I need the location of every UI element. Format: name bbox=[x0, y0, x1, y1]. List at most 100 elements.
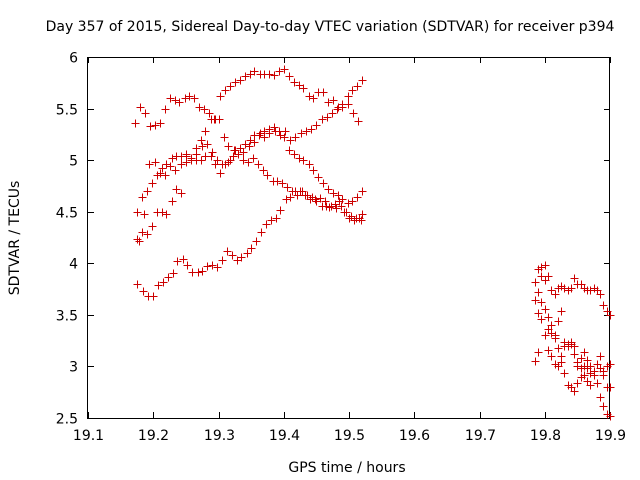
data-point bbox=[259, 166, 268, 175]
data-point bbox=[305, 160, 314, 169]
data-point bbox=[182, 150, 191, 159]
data-point bbox=[187, 154, 196, 163]
data-point bbox=[321, 197, 330, 206]
data-point bbox=[599, 301, 608, 310]
data-point bbox=[224, 158, 233, 167]
data-point bbox=[280, 133, 289, 142]
data-point bbox=[203, 262, 212, 271]
series-arc-lower bbox=[133, 187, 367, 301]
data-point bbox=[159, 278, 168, 287]
data-point bbox=[551, 290, 560, 299]
data-point bbox=[534, 288, 543, 297]
data-point bbox=[143, 230, 152, 239]
data-point bbox=[250, 138, 259, 147]
data-point bbox=[169, 269, 178, 278]
data-point bbox=[293, 191, 302, 200]
data-point bbox=[329, 96, 338, 105]
data-point bbox=[286, 193, 295, 202]
data-point bbox=[220, 133, 229, 142]
data-point bbox=[252, 237, 261, 246]
data-point bbox=[318, 115, 327, 124]
data-point bbox=[276, 131, 285, 140]
data-point bbox=[285, 146, 294, 155]
data-point bbox=[358, 210, 367, 219]
data-point bbox=[136, 103, 145, 112]
data-point bbox=[237, 253, 246, 262]
data-point bbox=[207, 152, 216, 161]
data-point bbox=[280, 65, 289, 74]
data-point bbox=[348, 86, 357, 95]
data-point bbox=[208, 148, 217, 157]
data-point bbox=[537, 315, 546, 324]
data-point bbox=[283, 183, 292, 192]
data-point bbox=[267, 216, 276, 225]
data-point bbox=[200, 105, 209, 114]
data-point bbox=[531, 278, 540, 287]
data-point bbox=[133, 280, 142, 289]
data-point bbox=[309, 166, 318, 175]
data-point bbox=[254, 160, 263, 169]
data-point bbox=[177, 189, 186, 198]
data-point bbox=[228, 251, 237, 260]
data-point bbox=[606, 412, 615, 421]
data-point bbox=[590, 367, 599, 376]
data-point bbox=[557, 358, 566, 367]
data-point bbox=[606, 360, 615, 369]
data-point bbox=[223, 247, 232, 256]
data-point bbox=[297, 129, 306, 138]
data-point bbox=[156, 119, 165, 128]
data-point bbox=[334, 191, 343, 200]
series-arc-crossing bbox=[135, 100, 363, 246]
data-point bbox=[148, 179, 157, 188]
data-point bbox=[185, 92, 194, 101]
data-point bbox=[168, 197, 177, 206]
data-point bbox=[531, 296, 540, 305]
series-arc-right-3 bbox=[531, 296, 615, 380]
data-point bbox=[342, 208, 351, 217]
data-point bbox=[265, 70, 274, 79]
data-point bbox=[577, 354, 586, 363]
data-point bbox=[247, 244, 256, 253]
data-point bbox=[282, 195, 291, 204]
data-point bbox=[544, 346, 553, 355]
series-arc-mid bbox=[131, 92, 366, 225]
data-point bbox=[138, 228, 147, 237]
data-point bbox=[265, 129, 274, 138]
data-point bbox=[215, 115, 224, 124]
x-tick-label: 19.7 bbox=[465, 428, 496, 444]
data-point bbox=[327, 202, 336, 211]
data-point bbox=[596, 290, 605, 299]
data-point bbox=[554, 317, 563, 326]
data-point bbox=[281, 127, 290, 136]
data-point bbox=[173, 257, 182, 266]
data-point bbox=[218, 160, 227, 169]
axis-ticks bbox=[88, 57, 611, 419]
data-point bbox=[345, 214, 354, 223]
data-point bbox=[256, 129, 265, 138]
data-point bbox=[328, 109, 337, 118]
data-point bbox=[332, 204, 341, 213]
data-point bbox=[358, 76, 367, 85]
data-point bbox=[172, 185, 181, 194]
data-point bbox=[244, 158, 253, 167]
y-tick-label: 3.5 bbox=[56, 309, 78, 325]
data-point bbox=[312, 197, 321, 206]
data-point bbox=[599, 367, 608, 376]
data-point bbox=[226, 82, 235, 91]
data-point bbox=[194, 268, 203, 277]
data-point bbox=[135, 237, 144, 246]
data-point bbox=[181, 94, 190, 103]
data-point bbox=[255, 131, 264, 140]
data-point bbox=[547, 352, 556, 361]
data-point bbox=[312, 121, 321, 130]
data-point bbox=[557, 307, 566, 316]
data-point bbox=[573, 358, 582, 367]
data-point bbox=[198, 267, 207, 276]
data-point bbox=[541, 305, 550, 314]
data-point bbox=[324, 185, 333, 194]
series-arc-right-4 bbox=[534, 265, 615, 392]
data-point bbox=[537, 298, 546, 307]
data-point bbox=[290, 150, 299, 159]
data-point bbox=[161, 105, 170, 114]
